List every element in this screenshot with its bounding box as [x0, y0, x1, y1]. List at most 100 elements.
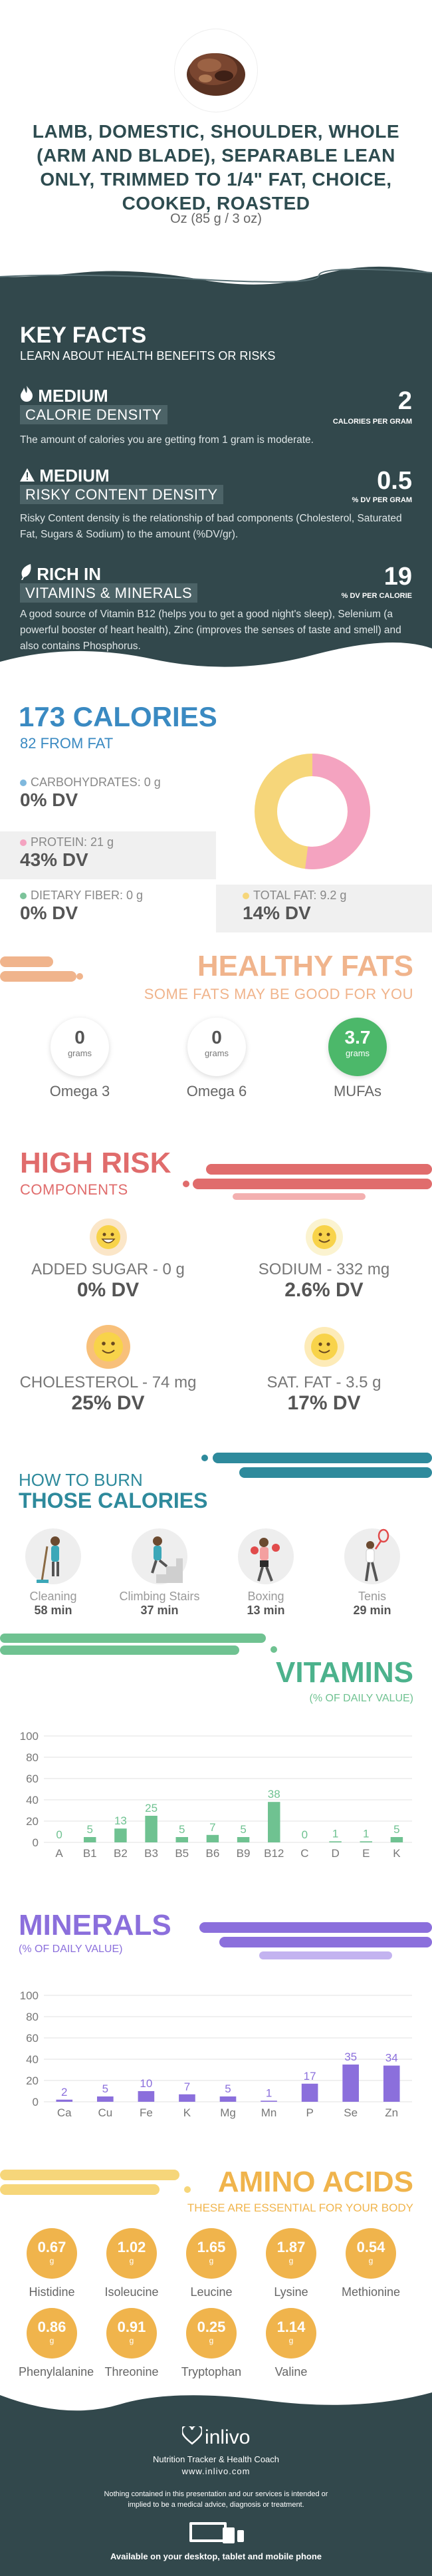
mufas-unit: grams	[345, 1048, 370, 1058]
amino-name: Tryptophan	[181, 2365, 242, 2378]
minerals-bar-K	[179, 2094, 195, 2102]
fiber-dot	[20, 893, 27, 899]
amino-value: 1.14	[276, 2319, 306, 2335]
minerals-value-label: 1	[266, 2086, 272, 2099]
sat-fat-item: SAT. FAT - 3.5 g 17% DV	[216, 1324, 432, 1415]
risky-content-fact: MEDIUM RISKY CONTENT DENSITY	[20, 466, 223, 504]
vitamins-minerals-description: A good source of Vitamin B12 (helps you …	[20, 609, 401, 652]
minerals-value-label: 10	[140, 2077, 152, 2090]
carbs-label: CARBOHYDRATES: 0 g	[31, 776, 161, 789]
amino-item-methionine: 0.54 g Methionine	[338, 2228, 404, 2299]
food-title: LAMB, DOMESTIC, SHOULDER, WHOLE (ARM AND…	[32, 121, 400, 214]
cholesterol-dv: 25% DV	[71, 1392, 145, 1414]
vitamins-value-label: 1	[363, 1827, 369, 1840]
calorie-density-level: MEDIUM	[38, 386, 108, 406]
footer-url[interactable]: www.inlivo.com	[181, 2466, 251, 2476]
minerals-x-tick-label: Ca	[57, 2106, 72, 2119]
vitamins-value-label: 5	[240, 1823, 246, 1836]
calorie-density-description: The amount of calories you are getting f…	[20, 434, 314, 446]
minerals-value-label: 17	[304, 2070, 316, 2082]
vitamins-title: VITAMINS	[276, 1656, 413, 1689]
smile-face-icon	[304, 1327, 344, 1367]
minerals-bar-Fe	[138, 2091, 155, 2102]
minerals-x-tick-label: Fe	[140, 2106, 153, 2119]
minerals-value-label: 5	[225, 2082, 231, 2095]
amino-name: Histidine	[29, 2285, 75, 2299]
devices-icon	[0, 2518, 432, 2548]
vitamins-x-tick-label: B2	[114, 1847, 128, 1860]
fat-dv: 14% DV	[243, 903, 311, 923]
minerals-title: MINERALS	[19, 1909, 171, 1941]
vitamins-bar-chart: 0 20 40 60 80 100 0 A 5 B1 13 B2 25 B3 5 B5 7 B6 5 B9 38 B12 0…	[20, 1730, 412, 1860]
minerals-x-tick-label: K	[183, 2106, 191, 2119]
burn-title-2: THOSE CALORIES	[19, 1489, 208, 1512]
mufas-item: 3.7 grams MUFAs	[320, 1018, 395, 1100]
vitamins-bar-B9	[237, 1837, 250, 1842]
vitamins-minerals-level: RICH IN	[37, 564, 102, 584]
boxing-minutes: 13 min	[247, 1604, 285, 1617]
footer-disclaimer: Nothing contained in this presentation a…	[104, 2490, 328, 2509]
vitamins-x-tick-label: B3	[144, 1847, 158, 1860]
vitamins-minerals-unit: % DV PER CALORIE	[341, 592, 412, 600]
vitamins-bar-B2	[114, 1828, 127, 1842]
amino-item-threonine: 0.91 g Threonine	[98, 2308, 165, 2379]
vitamins-bar-B3	[145, 1816, 158, 1842]
vitamins-value-label: 38	[268, 1788, 280, 1800]
stairs-climber-icon	[132, 1528, 187, 1584]
vitamins-x-tick-label: B9	[237, 1847, 251, 1860]
minerals-x-tick-label: Mg	[220, 2106, 236, 2119]
minerals-y-tick-label: 0	[33, 2096, 39, 2108]
warning-icon	[20, 466, 39, 486]
omega3-unit: grams	[67, 1048, 92, 1058]
amino-unit: g	[209, 2256, 214, 2265]
omega3-value: 0	[74, 1027, 85, 1048]
sat-fat-dv: 17% DV	[287, 1392, 361, 1414]
minerals-x-tick-label: Mn	[261, 2106, 277, 2119]
fat-label: TOTAL FAT: 9.2 g	[253, 889, 347, 902]
footer-availability: Available on your desktop, tablet and mo…	[110, 2551, 322, 2561]
amino-item-leucine: 1.65 g Leucine	[178, 2228, 245, 2299]
minerals-y-tick-label: 60	[26, 2032, 39, 2045]
vitamins-y-tick-label: 20	[26, 1815, 39, 1828]
vitamins-value-label: 1	[332, 1827, 338, 1840]
brand-name: inlivo	[205, 2426, 251, 2448]
risky-content-level: MEDIUM	[39, 466, 110, 486]
vitamins-y-tick-label: 60	[26, 1773, 39, 1785]
fiber-label: DIETARY FIBER: 0 g	[31, 889, 144, 902]
ribbon-decoration-risk	[183, 1164, 432, 1200]
amino-item-phenylalanine: 0.86 g Phenylalanine	[19, 2308, 94, 2379]
omega6-item: 0 grams Omega 6	[179, 1018, 254, 1100]
protein-row: PROTEIN: 21 g 43% DV	[0, 831, 216, 879]
high-risk-title: HIGH RISK	[20, 1147, 171, 1179]
amino-unit: g	[209, 2336, 214, 2345]
donut-protein-segment	[255, 754, 370, 869]
cleaning-item: Cleaning 58 min	[7, 1526, 100, 1618]
ribbon-decoration-burn	[201, 1453, 432, 1478]
amino-circle: 0.86 g	[27, 2308, 77, 2359]
amino-name: Lysine	[274, 2285, 308, 2299]
minerals-value-label: 5	[102, 2082, 108, 2095]
minerals-x-tick-label: P	[306, 2106, 313, 2119]
amino-circle: 1.02 g	[106, 2228, 157, 2279]
risky-content-label: RISKY CONTENT DENSITY	[20, 485, 223, 504]
amino-item-isoleucine: 1.02 g Isoleucine	[98, 2228, 165, 2299]
amino-circle: 0.54 g	[346, 2228, 396, 2279]
cholesterol-item: CHOLESTEROL - 74 mg 25% DV	[0, 1324, 216, 1415]
boxing-item: Boxing 13 min	[219, 1526, 312, 1618]
fiber-row: DIETARY FIBER: 0 g 0% DV	[0, 889, 213, 930]
footer-wave	[0, 2386, 432, 2411]
healthy-fats-title: HEALTHY FATS	[197, 950, 413, 982]
leaf-icon	[20, 564, 37, 584]
minerals-bar-Se	[342, 2065, 359, 2102]
minerals-bar-Zn	[383, 2065, 400, 2102]
vitamins-x-tick-label: B5	[175, 1847, 189, 1860]
burn-title-1: HOW TO BURN	[19, 1470, 143, 1490]
stairs-item: Climbing Stairs 37 min	[113, 1526, 206, 1618]
amino-value: 1.65	[197, 2239, 226, 2255]
amino-name: Threonine	[104, 2365, 159, 2378]
amino-circle: 1.65 g	[186, 2228, 237, 2279]
heart-icon	[181, 2424, 205, 2448]
ribbon-decoration-amino	[0, 2170, 191, 2195]
vitamins-y-tick-label: 80	[26, 1751, 39, 1764]
calories-title: 173 CALORIES	[19, 701, 217, 732]
